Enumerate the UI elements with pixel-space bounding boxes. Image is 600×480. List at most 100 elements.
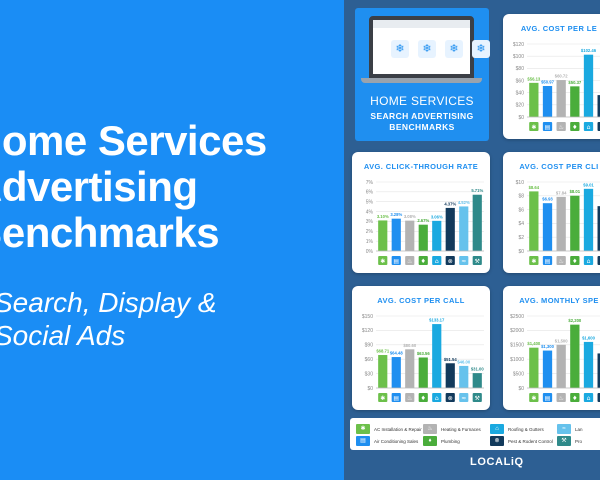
- chart-card-monthly-spend: AVG. MONTHLY SPE $0 $500 $1000 $1500 $2000 $2…: [503, 286, 600, 410]
- legend-label: Plumbing: [441, 438, 460, 444]
- data-label: 4.37%: [444, 201, 456, 206]
- category-icon-chip: [459, 393, 469, 402]
- flame-icon: ♨: [558, 258, 563, 265]
- y-tick-label: $0: [518, 249, 524, 255]
- category-icon-chip: [556, 393, 566, 402]
- data-label: $80.60: [403, 343, 416, 348]
- legend-item: ≈ Lan: [557, 424, 583, 434]
- bar: [556, 80, 566, 117]
- bar: [529, 191, 539, 251]
- bar: [432, 324, 442, 388]
- chart-title: AVG. COST PER CALL: [377, 296, 465, 305]
- bar-chart: $0 $30 $60 $90 $120 $150 $68.71 ✱ $64.48 ▤ $80.60 ♨…: [362, 314, 484, 402]
- category-icon-chip: [583, 256, 594, 265]
- category-icon-chip: [542, 393, 553, 402]
- category-icon-chip: [556, 122, 566, 131]
- chart-title: AVG. MONTHLY SPE: [519, 296, 599, 305]
- headline-line: Benchmarks: [0, 209, 220, 256]
- chart-title: AVG. CLICK-THROUGH RATE: [363, 162, 479, 171]
- data-label: 5.71%: [471, 188, 483, 193]
- data-label: $31.00: [471, 367, 484, 372]
- roof-icon: ⌂: [587, 395, 591, 402]
- chart-card-cost-per-lead: AVG. COST PER LE $0 $20 $40 $60 $80 $100 $120 $…: [503, 14, 600, 139]
- data-label: $51.54: [444, 357, 457, 362]
- category-icon-chip: [583, 393, 594, 402]
- data-label: $8.64: [529, 185, 540, 190]
- fan-icon: ✱: [531, 395, 536, 402]
- flame-icon: ♨: [558, 395, 563, 402]
- y-tick-label: $2500: [510, 314, 524, 320]
- y-tick-label: 5%: [366, 200, 374, 206]
- legend-label: Air Conditioning Sales: [374, 438, 419, 444]
- snowflake-icon: ❄: [391, 40, 409, 58]
- faucet-icon: ♦: [421, 395, 426, 402]
- ac-unit-icon: ▤: [545, 395, 551, 402]
- fan-icon: ✱: [531, 258, 536, 265]
- cover-subtitle: SEARCH ADVERTISING BENCHMARKS: [355, 111, 489, 133]
- bug-icon: ⊗: [448, 258, 453, 265]
- data-label: $63.56: [417, 351, 430, 356]
- category-icon-chip: [378, 393, 388, 402]
- localiq-logo: LOCALiQ: [470, 456, 524, 468]
- bar: [405, 220, 415, 251]
- roof-icon: ⌂: [435, 258, 439, 265]
- category-icon-chip: [529, 256, 539, 265]
- y-tick-label: $4: [518, 221, 524, 227]
- category-icon-chip: [405, 393, 415, 402]
- legend-item: ▤ Air Conditioning Sales: [356, 436, 418, 446]
- bar: [432, 220, 442, 251]
- faucet-icon: ♦: [572, 124, 577, 131]
- category-icon-chip: [391, 393, 401, 402]
- y-tick-label: $40: [516, 90, 525, 96]
- category-icon-chip: [472, 393, 482, 402]
- subheadline-line: Search, Display &: [0, 287, 217, 318]
- category-icon-chip: [472, 256, 482, 265]
- bar-chart: $0 $2 $4 $6 $8 $10 $8.64 ✱ $6.93 ▤ $7.84 ♨ $8.01 ♦ $9.…: [516, 180, 600, 265]
- bar: [570, 324, 580, 388]
- bar: [391, 357, 401, 388]
- data-label: $60.72: [555, 74, 568, 79]
- y-tick-label: 0%: [366, 249, 374, 255]
- data-label: $102.46: [581, 48, 597, 53]
- legend-item: ⌂ Roofing & Gutters: [490, 424, 544, 434]
- bar: [405, 349, 415, 388]
- bar: [556, 344, 566, 388]
- y-tick-label: $10: [516, 180, 525, 186]
- category-icon-chip: [418, 393, 428, 402]
- category-icon-chip: [405, 256, 415, 265]
- fan-icon: ✱: [356, 424, 370, 434]
- y-tick-label: $120: [513, 42, 524, 48]
- data-label: 3.10%: [377, 214, 389, 219]
- bar: [472, 373, 482, 388]
- y-tick-label: $30: [365, 371, 374, 377]
- flame-icon: ♨: [407, 258, 412, 265]
- y-tick-label: $80: [516, 66, 525, 72]
- laptop-base: [361, 78, 482, 83]
- headline-line: Advertising: [0, 163, 198, 210]
- bar: [583, 188, 594, 251]
- legend-label: Pro: [575, 438, 583, 444]
- legend-item: ♨ Heating & Furnaces: [423, 424, 481, 434]
- data-label: $7.84: [556, 190, 567, 195]
- cover-subtitle-line: SEARCH ADVERTISING: [370, 111, 474, 121]
- flame-icon: ♨: [558, 124, 563, 131]
- lawn-icon: ≈: [461, 258, 466, 265]
- ac-unit-icon: ▤: [356, 436, 370, 446]
- fan-icon: ✱: [380, 395, 385, 402]
- bar: [529, 82, 539, 117]
- bar: [459, 206, 469, 251]
- y-tick-label: $1500: [510, 343, 524, 349]
- category-icon-chip: [570, 393, 580, 402]
- bar: [583, 54, 594, 117]
- data-label: $9.01: [583, 182, 594, 187]
- category-icon-chip: [529, 393, 539, 402]
- category-icon-chip: [597, 122, 600, 131]
- bug-icon: ⊗: [448, 395, 453, 402]
- faucet-icon: ♦: [421, 258, 426, 265]
- bar: [542, 203, 553, 251]
- fan-icon: ✱: [531, 124, 536, 131]
- chart-title: AVG. COST PER LE: [520, 24, 598, 33]
- data-label: 3.28%: [390, 212, 402, 217]
- bar: [570, 86, 580, 117]
- data-label: $8.01: [570, 189, 581, 194]
